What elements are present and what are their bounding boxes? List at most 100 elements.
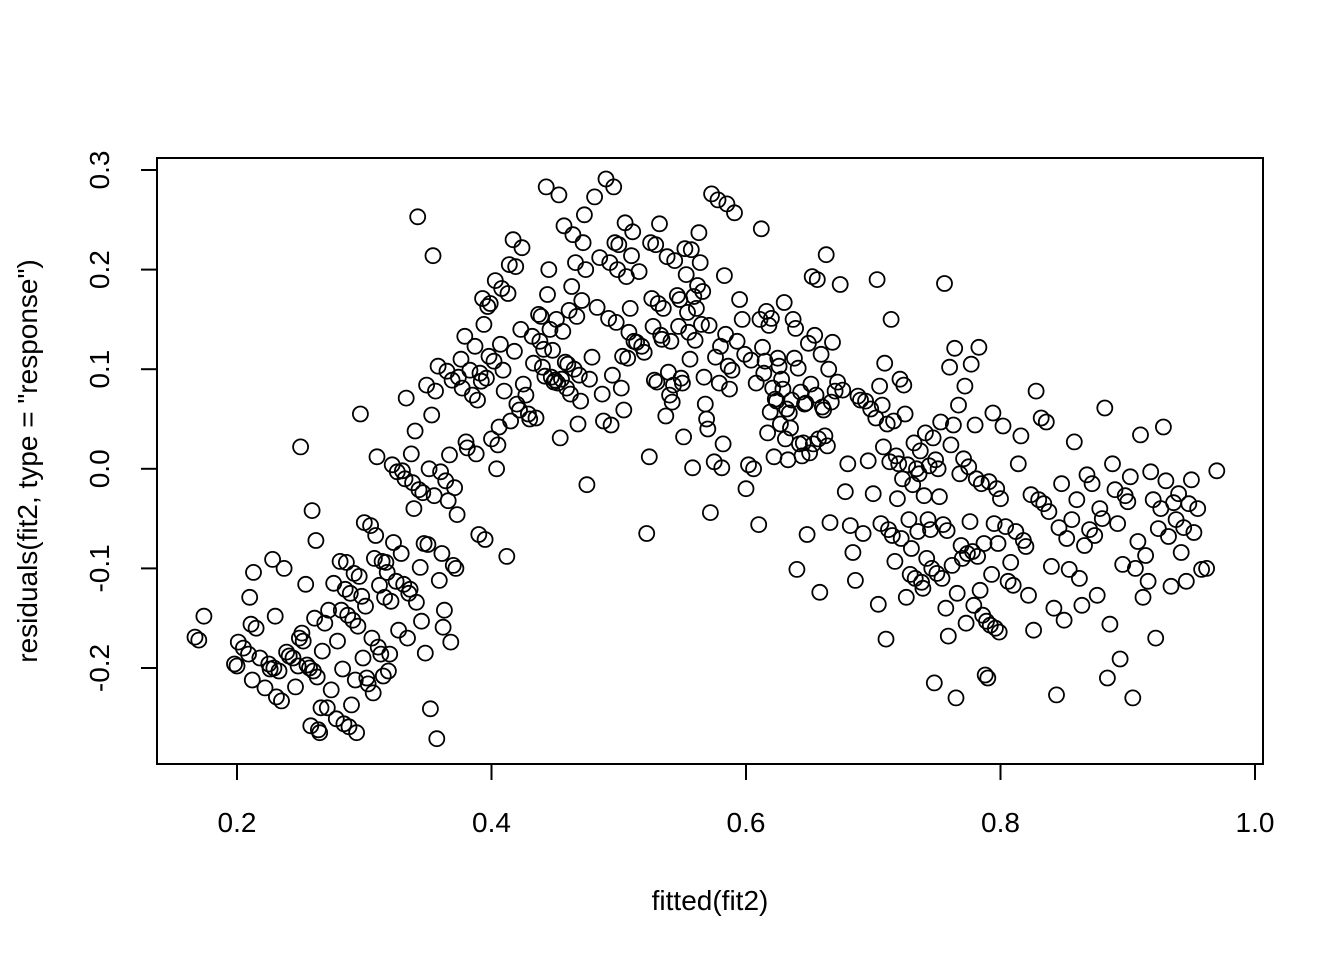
data-point: [782, 419, 799, 437]
data-point: [831, 276, 849, 293]
data-point: [759, 424, 776, 442]
data-point: [423, 406, 441, 424]
data-point: [607, 313, 625, 331]
data-point: [679, 303, 696, 321]
data-point: [429, 357, 447, 375]
data-point: [710, 374, 728, 392]
data-point: [647, 236, 665, 254]
data-point: [684, 459, 701, 477]
data-point: [1172, 544, 1190, 561]
data-point: [918, 550, 936, 567]
data-point: [1139, 572, 1157, 590]
data-point: [834, 381, 852, 399]
data-point: [448, 506, 466, 523]
data-point: [983, 566, 1000, 583]
data-point: [499, 285, 517, 302]
x-axis: 0.2 0.4 0.6 0.8 1.0: [218, 763, 1274, 838]
data-point: [887, 447, 905, 465]
data-point: [970, 338, 988, 356]
data-point: [481, 295, 499, 312]
data-point: [1076, 537, 1093, 554]
data-point: [947, 689, 965, 707]
data-point: [525, 354, 542, 372]
data-point: [534, 358, 551, 376]
x-tick-label: 0.8: [981, 807, 1020, 838]
data-point: [432, 463, 450, 481]
data-point: [381, 645, 399, 663]
data-point: [909, 523, 927, 540]
data-point: [979, 669, 997, 687]
data-point: [924, 429, 942, 447]
data-point: [521, 410, 539, 428]
data-point: [802, 375, 820, 393]
data-point: [318, 699, 336, 717]
data-point: [343, 696, 360, 714]
data-point: [690, 224, 708, 242]
data-point: [773, 370, 790, 388]
data-point: [434, 618, 452, 636]
data-point: [407, 593, 425, 611]
data-point: [1162, 577, 1180, 595]
data-point: [463, 386, 481, 404]
data-point: [1002, 554, 1020, 571]
data-point: [479, 298, 497, 315]
data-point: [442, 633, 460, 651]
y-axis-label: residuals(fit2, type = "response"): [12, 259, 43, 663]
data-point: [504, 231, 522, 249]
data-point: [946, 339, 964, 357]
data-point: [616, 214, 634, 232]
data-point: [841, 517, 859, 534]
data-point: [620, 323, 638, 341]
data-point: [568, 307, 586, 325]
data-point: [1086, 527, 1104, 544]
data-point: [1183, 471, 1200, 489]
data-point: [1032, 409, 1050, 427]
data-point: [1009, 455, 1027, 473]
data-point: [941, 358, 958, 376]
data-point: [826, 382, 844, 400]
data-point: [441, 446, 458, 464]
data-point: [322, 681, 340, 699]
data-point: [610, 236, 628, 254]
data-point: [1004, 576, 1022, 594]
data-point: [554, 322, 572, 340]
data-point: [900, 511, 918, 528]
data-point: [498, 548, 516, 565]
data-point: [644, 317, 662, 335]
data-point: [630, 263, 648, 281]
data-point: [713, 459, 731, 477]
data-point: [1175, 519, 1193, 536]
data-point: [586, 188, 603, 206]
data-point: [466, 337, 484, 355]
data-point: [1078, 466, 1096, 484]
data-point: [689, 277, 706, 294]
data-point: [985, 515, 1003, 532]
data-point: [245, 564, 262, 581]
data-point: [576, 206, 593, 224]
data-point: [923, 560, 941, 577]
data-point: [635, 343, 653, 361]
data-point: [379, 662, 397, 680]
data-point: [1050, 519, 1068, 536]
data-point: [707, 348, 724, 366]
data-point: [357, 597, 374, 615]
data-point: [731, 291, 748, 308]
data-point: [350, 568, 368, 585]
data-point: [793, 447, 811, 465]
data-point: [385, 534, 402, 551]
data-point: [346, 671, 364, 689]
data-point: [387, 572, 405, 590]
data-point: [1037, 413, 1055, 431]
data-point: [424, 247, 442, 265]
data-point: [514, 375, 532, 393]
data-point: [513, 239, 531, 257]
data-point: [950, 396, 967, 414]
data-point: [798, 526, 816, 543]
data-point: [1124, 689, 1142, 707]
y-tick-label: -0.2: [84, 644, 115, 692]
data-point: [489, 436, 507, 454]
data-point: [266, 607, 284, 625]
data-point: [821, 514, 839, 531]
data-point: [287, 678, 304, 696]
data-point: [405, 500, 423, 518]
